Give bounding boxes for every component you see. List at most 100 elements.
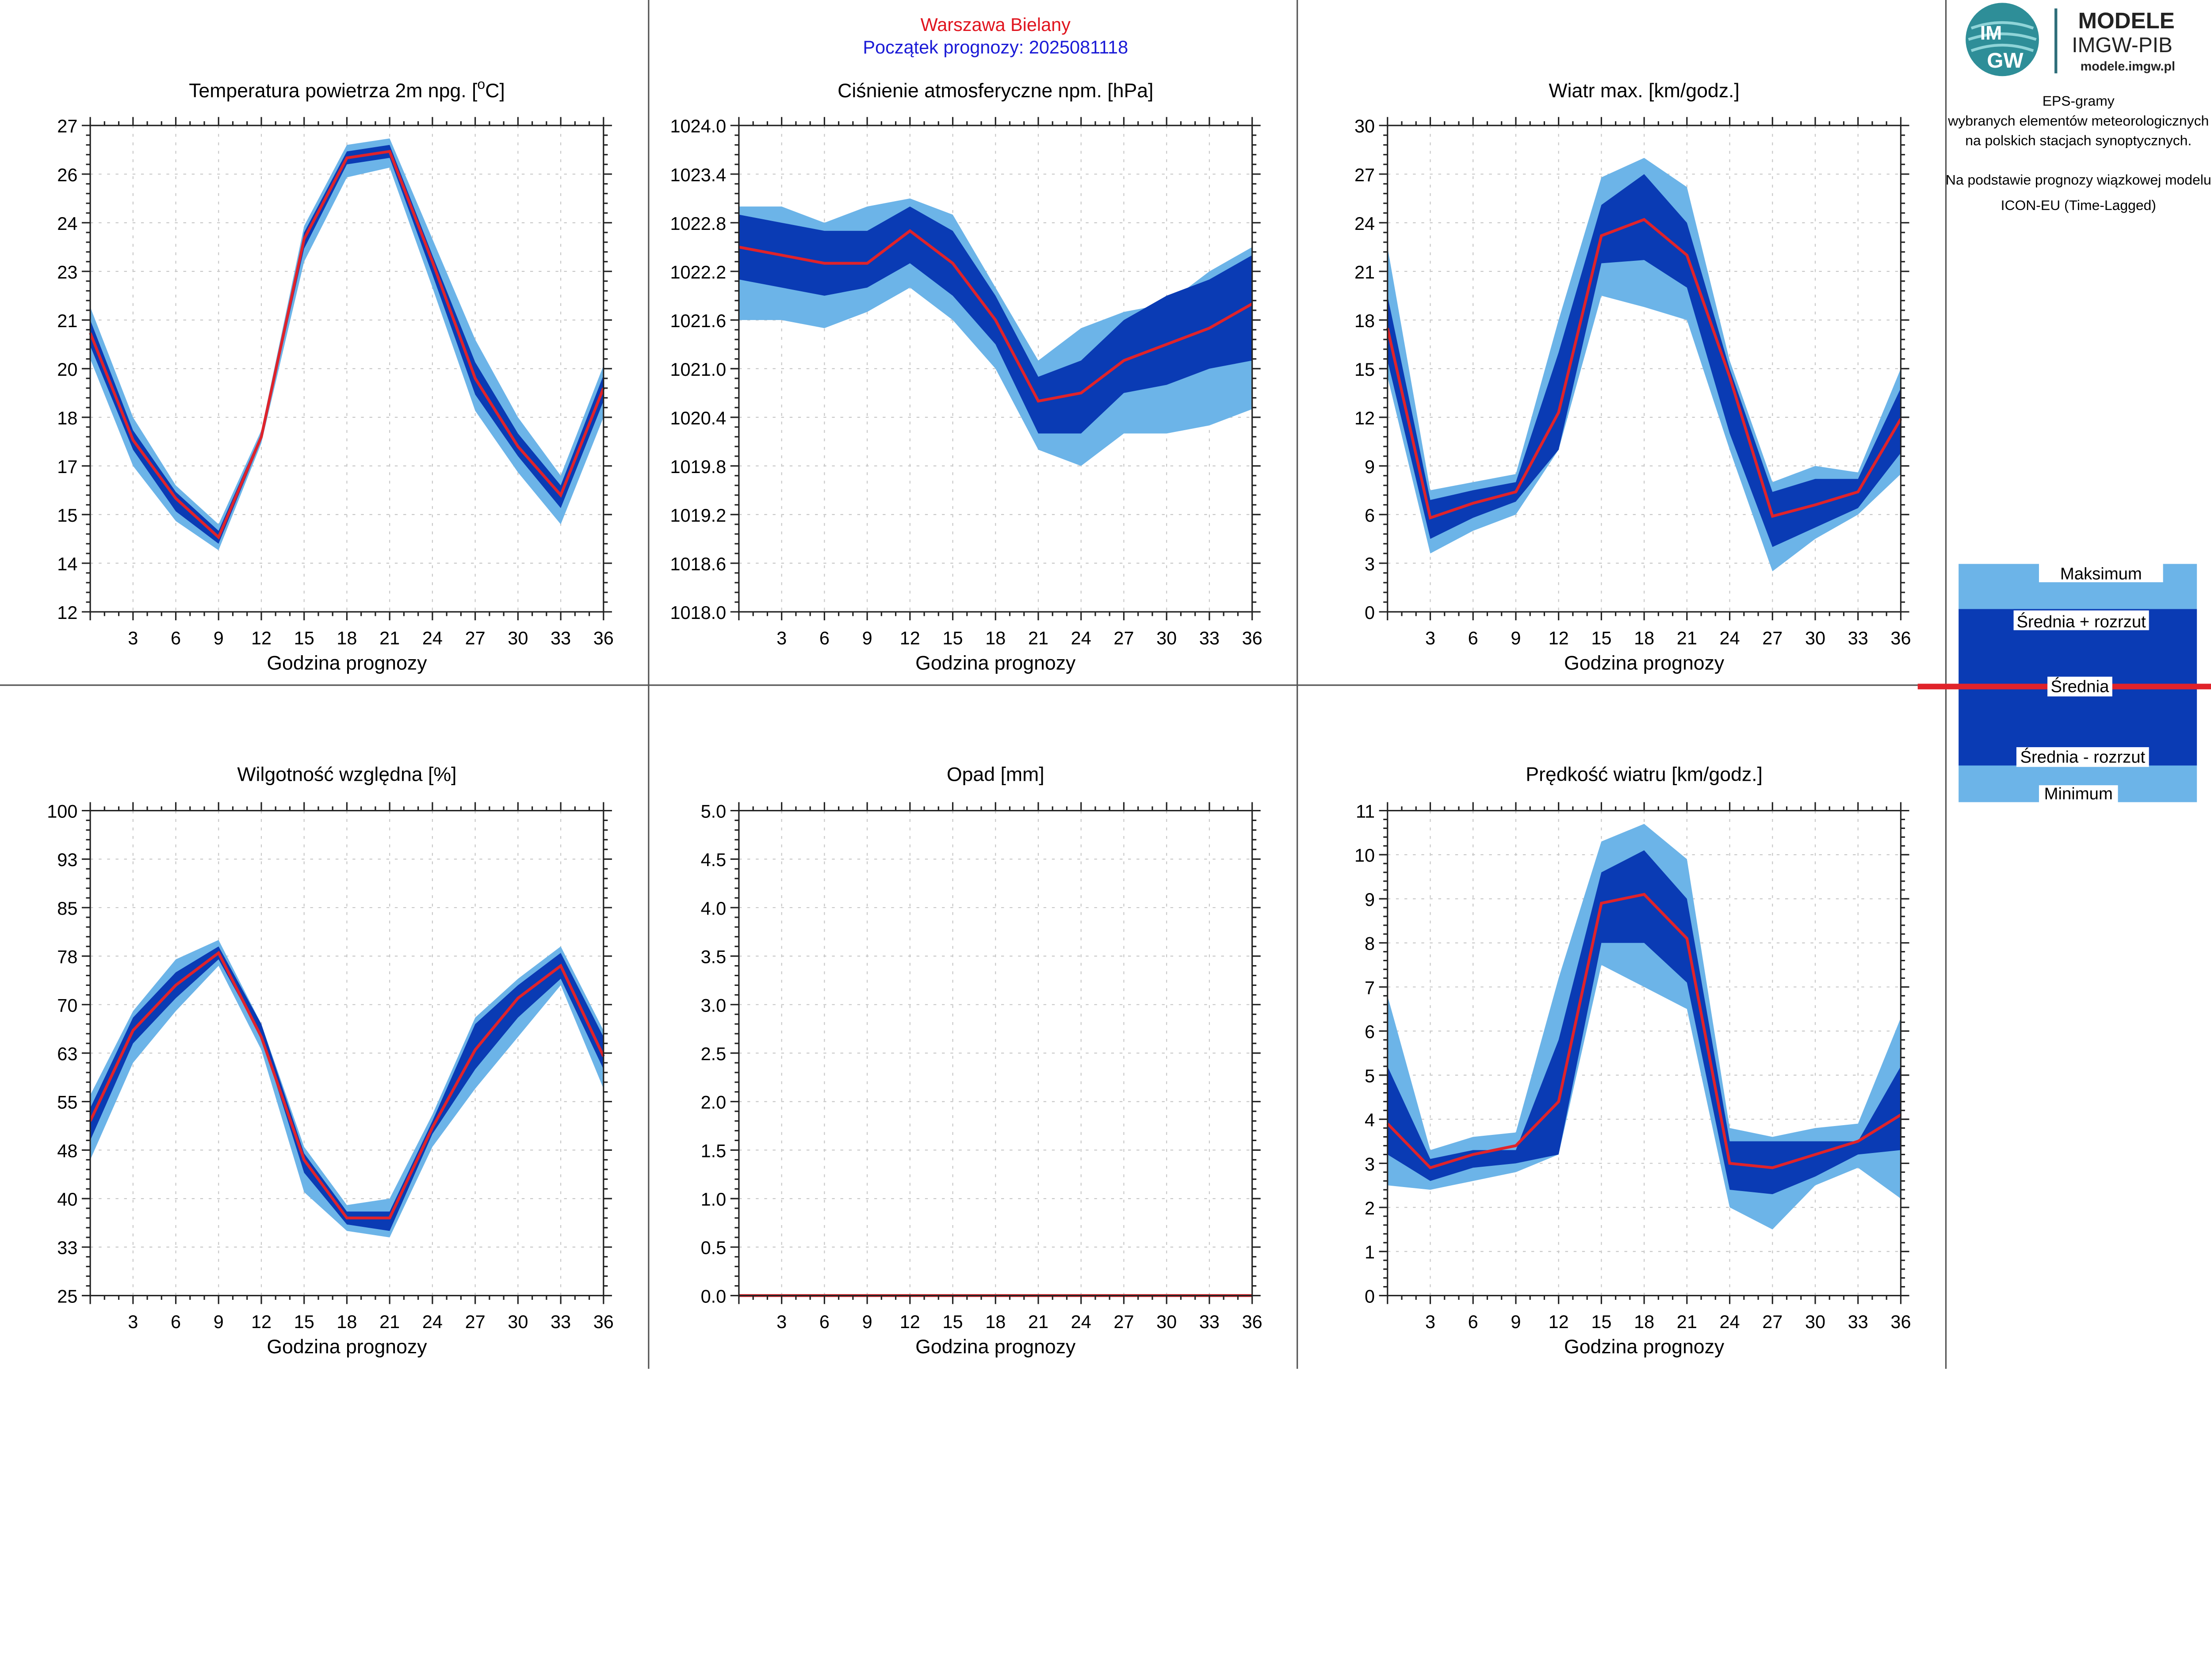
y-tick-label: 1021.0 [670,359,726,380]
chart-humidity: Wilgotność względna [%] 2533404855637078… [47,764,614,1358]
chart-precipitation: Opad [mm] 0.0 0.5 1.0 1.5 2.0 2.5 3.0 3.5 4.0 4.5… [701,764,1262,1358]
y-tick-label: 9 [1365,889,1375,910]
band-mean-spread [1387,174,1901,547]
x-tick-label: 33 [1199,627,1220,648]
x-tick-label: 27 [1113,1311,1134,1332]
x-tick-label: 27 [1113,627,1134,648]
eps-gram-canvas: Warszawa Bielany Początek prognozy: 2025… [0,0,2211,1369]
y-tick-label: 26 [57,164,77,185]
x-tick-label: 12 [1549,627,1569,648]
x-tick-label: 18 [1634,1311,1654,1332]
x-tick-label: 21 [1677,1311,1697,1332]
x-tick-label: 9 [1511,1311,1521,1332]
y-tick-label: 4.5 [701,849,727,870]
x-tick-label: 9 [1511,627,1521,648]
x-tick-label: 24 [1720,627,1740,648]
x-tick-label: 33 [551,1311,571,1332]
y-tick-label: 40 [57,1189,77,1210]
x-tick-label: 12 [1549,1311,1569,1332]
x-tick-label: 3 [1425,1311,1435,1332]
y-tick-label: 1018.0 [670,602,726,623]
y-tick-label: 2.5 [701,1043,727,1064]
y-tick-label: 3 [1365,554,1375,574]
x-tick-label: 9 [862,627,872,648]
mean-line [738,229,1253,403]
y-tick-label: 48 [57,1140,77,1161]
band-min-max [90,138,604,550]
band-mean-spread [90,946,604,1231]
x-tick-label: 36 [1242,627,1262,648]
y-tick-label: 27 [1354,164,1375,185]
mean-line [1386,893,1902,1169]
x-tick-label: 9 [214,1311,224,1332]
legend-label-bg [2039,785,2118,804]
y-tick-label: 20 [57,359,77,380]
x-axis-label: Godzina prognozy [915,653,1076,674]
x-tick-label: 27 [465,1311,486,1332]
y-tick-label: 3.0 [701,995,727,1016]
legend: Maksimum Średnia + rozrzut Średnia Średn… [1917,564,2211,804]
y-tick-label: 85 [57,898,77,919]
logo-circle [1966,3,2039,76]
y-tick-label: 2.0 [701,1092,727,1113]
y-tick-label: 1022.2 [670,262,726,283]
x-tick-label: 6 [819,1311,830,1332]
x-tick-label: 24 [422,1311,443,1332]
info-line-3: na polskich stacjach synoptycznych. [1965,132,2192,148]
x-tick-label: 12 [251,1311,272,1332]
x-tick-label: 27 [1762,627,1783,648]
y-tick-label: 1021.6 [670,310,726,331]
y-tick-label: 78 [57,947,77,967]
forecast-start-title: Początek prognozy: 2025081118 [863,37,1128,57]
x-tick-label: 21 [1028,1311,1048,1332]
x-tick-label: 18 [985,627,1006,648]
x-tick-label: 18 [1634,627,1654,648]
y-tick-label: 0 [1365,1286,1375,1306]
logo-mark-bottom: GW [1987,49,2024,73]
y-tick-label: 63 [57,1043,77,1064]
x-tick-label: 3 [777,627,787,648]
y-tick-label: 27 [57,116,77,137]
logo-mark-top: IM [1980,22,2002,44]
y-tick-label: 4 [1365,1110,1375,1130]
x-tick-label: 21 [379,1311,400,1332]
x-tick-label: 3 [1425,627,1435,648]
x-tick-label: 33 [1848,1311,1868,1332]
y-tick-label: 1023.4 [670,164,726,185]
y-tick-label: 14 [57,554,77,574]
y-tick-label: 30 [1354,116,1375,137]
x-tick-label: 30 [508,627,528,648]
x-tick-label: 12 [900,1311,920,1332]
y-tick-label: 15 [1354,359,1375,380]
x-tick-label: 36 [1890,627,1911,648]
info-line-1: EPS-gramy [2043,93,2115,109]
y-tick-label: 23 [57,262,77,283]
chart-wind-speed: Prędkość wiatru [km/godz.] 0123456789101… [1354,764,1911,1358]
x-tick-label: 6 [171,627,181,648]
legend-label-bg [2013,610,2149,630]
x-tick-label: 24 [1071,627,1091,648]
y-tick-label: 18 [1354,310,1375,331]
y-tick-label: 12 [1354,408,1375,428]
x-tick-label: 21 [1677,627,1697,648]
y-tick-label: 0.0 [701,1286,727,1306]
info-panel: EPS-gramy wybranych elementów meteorolog… [1946,93,2211,213]
info-line-4: Na podstawie prognozy wiązkowej modelu [1946,172,2211,188]
x-tick-label: 15 [943,627,963,648]
x-tick-label: 36 [593,627,614,648]
y-tick-label: 1022.8 [670,213,726,234]
x-tick-label: 15 [1591,627,1611,648]
y-tick-label: 18 [57,408,77,428]
x-tick-label: 30 [1156,1311,1177,1332]
mean-line [89,951,605,1220]
x-tick-label: 9 [862,1311,872,1332]
x-tick-label: 36 [593,1311,614,1332]
x-tick-label: 3 [128,1311,138,1332]
brand-subtitle: IMGW-PIB [2072,34,2173,57]
x-tick-label: 18 [337,627,357,648]
y-tick-label: 9 [1365,456,1375,477]
y-tick-label: 10 [1354,845,1375,866]
y-tick-label: 1018.6 [670,554,726,574]
page-root: Warszawa Bielany Początek prognozy: 2025… [0,0,2211,1369]
x-tick-label: 15 [294,627,314,648]
